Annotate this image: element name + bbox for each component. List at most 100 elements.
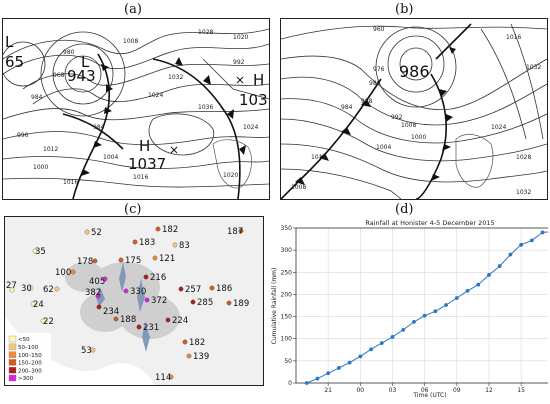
svg-text:1008: 1008 <box>291 184 306 191</box>
station-value: 182 <box>189 338 205 348</box>
data-point <box>508 252 513 257</box>
svg-text:976: 976 <box>373 66 385 73</box>
station-marker <box>168 374 174 380</box>
pressure-map-b: 960 976 980 988 984 992 1000 1004 1008 1016 101… <box>280 18 548 200</box>
station-value: 62 <box>43 285 54 295</box>
legend-swatch <box>8 351 17 358</box>
station-marker <box>123 288 129 294</box>
station-value: 216 <box>150 273 166 283</box>
data-point <box>497 264 502 268</box>
legend-label: 100–150 <box>18 353 42 359</box>
data-point <box>422 313 427 318</box>
x-tick-label: 03 <box>389 387 397 394</box>
legend-swatch <box>8 359 17 366</box>
chart-title: Rainfall at Honister 4-5 December 2015 <box>365 219 494 227</box>
station-value: 83 <box>179 241 190 251</box>
rainfall-chart: Rainfall at Honister 4-5 December 2015 2… <box>268 216 550 400</box>
station-value: 382 <box>85 288 101 298</box>
station-marker <box>238 228 244 234</box>
x-tick-label: 21 <box>324 387 332 394</box>
legend-label: 150–200 <box>18 361 42 367</box>
data-point <box>412 319 416 324</box>
panel-label-b: (b) <box>395 2 414 17</box>
svg-text:1024: 1024 <box>243 124 258 131</box>
legend-label: 200–300 <box>18 368 42 374</box>
svg-text:1036: 1036 <box>198 104 213 111</box>
station-value: 175 <box>125 256 141 266</box>
station-value: 186 <box>216 284 232 294</box>
station-marker <box>102 276 108 282</box>
x-tick-label: 09 <box>453 387 461 394</box>
station-marker <box>209 285 215 291</box>
svg-text:960: 960 <box>373 26 385 33</box>
station-marker <box>155 226 161 232</box>
station-marker <box>165 317 171 323</box>
station-value: 405 <box>89 277 105 287</box>
svg-text:1000: 1000 <box>33 164 48 171</box>
svg-text:1032: 1032 <box>168 74 183 81</box>
data-point <box>390 335 395 339</box>
data-point <box>444 303 448 307</box>
station-value: 121 <box>159 254 175 264</box>
station-marker <box>226 300 232 306</box>
y-tick-label: 150 <box>281 314 293 321</box>
legend-swatch <box>8 374 17 382</box>
svg-text:996: 996 <box>17 132 29 139</box>
data-point <box>454 296 459 300</box>
legend-label: <50 <box>18 337 30 343</box>
station-marker <box>132 239 138 245</box>
svg-text:1024: 1024 <box>491 124 506 131</box>
svg-text:1012: 1012 <box>311 154 326 161</box>
svg-text:980: 980 <box>369 80 381 87</box>
y-tick-label: 300 <box>281 247 293 254</box>
station-marker <box>178 286 184 292</box>
station-value: 182 <box>162 225 178 235</box>
svg-text:992: 992 <box>391 114 403 121</box>
data-point <box>487 273 491 277</box>
low-value-b: 986 <box>399 62 430 81</box>
station-marker <box>182 339 188 345</box>
pressure-map-b-drawing: 960 976 980 988 984 992 1000 1004 1008 1016 101… <box>281 23 547 199</box>
data-point <box>476 282 481 287</box>
station-value: 224 <box>172 316 188 326</box>
svg-text:1028: 1028 <box>516 154 531 161</box>
station-marker <box>144 297 150 303</box>
station-marker <box>40 318 46 324</box>
station-marker <box>9 287 15 293</box>
station-value: 53 <box>81 346 92 356</box>
station-marker <box>96 304 102 310</box>
station-marker <box>113 316 119 322</box>
station-marker <box>92 258 98 264</box>
station-marker <box>143 274 149 280</box>
station-value: 231 <box>143 323 159 333</box>
svg-text:984: 984 <box>93 124 105 131</box>
y-tick-label: 0 <box>288 380 292 387</box>
station-value: 139 <box>193 352 209 362</box>
svg-text:1016: 1016 <box>133 174 148 181</box>
station-value: 257 <box>185 285 201 295</box>
data-point <box>519 242 524 247</box>
y-tick-label: 350 <box>281 225 293 232</box>
station-marker <box>84 229 90 235</box>
low-value-a2: 943 <box>67 67 96 85</box>
svg-text:992: 992 <box>233 59 245 66</box>
station-value: 114 <box>155 373 171 383</box>
svg-text:980: 980 <box>63 49 75 56</box>
high-value-a1: 1037 <box>128 155 166 173</box>
station-value: 35 <box>35 247 46 257</box>
y-tick-label: 100 <box>281 336 293 343</box>
station-marker <box>95 293 101 299</box>
station-marker <box>28 285 34 291</box>
svg-text:1020: 1020 <box>223 172 238 179</box>
station-marker <box>190 299 196 305</box>
data-point <box>401 327 406 332</box>
station-marker <box>152 255 158 261</box>
high-value-a2: 103 <box>239 91 268 109</box>
legend-label: 50–100 <box>18 345 39 351</box>
station-marker <box>186 353 192 359</box>
data-point <box>358 354 363 359</box>
station-value: 330 <box>130 287 146 297</box>
series-line <box>306 231 550 384</box>
svg-text:1032: 1032 <box>526 64 541 71</box>
